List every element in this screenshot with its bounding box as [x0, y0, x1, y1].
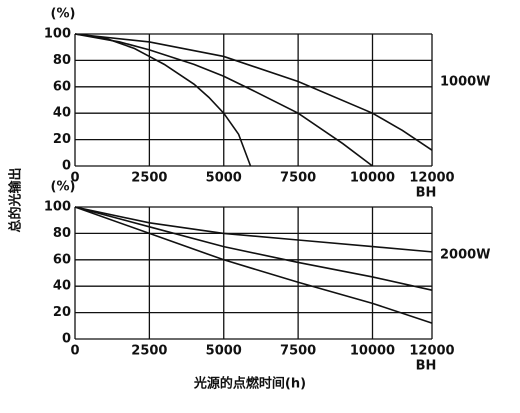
y-tick-label: 40: [53, 106, 71, 121]
y-tick-label: 0: [62, 159, 71, 174]
annotation: 1000W: [440, 75, 491, 90]
y-tick-label: 20: [53, 305, 71, 320]
x-tick-label: 7500: [280, 344, 316, 359]
y-tick-label: 80: [53, 226, 71, 241]
y-unit: (%): [51, 7, 76, 22]
x-tick-label: 10000: [350, 171, 395, 186]
x-tick-label: 7500: [280, 171, 316, 186]
line: [74, 206, 433, 324]
x-tick-label: 2500: [131, 344, 167, 359]
line: [74, 206, 433, 291]
y-axis-label: 总的光输出: [8, 167, 24, 232]
x-tick-label: 12000: [409, 344, 454, 359]
y-tick-label: 80: [53, 53, 71, 68]
x-tick-label: 5000: [206, 171, 242, 186]
y-tick-label: 60: [53, 79, 71, 94]
y-tick-label: 100: [44, 27, 71, 42]
x-tick-label: 10000: [350, 344, 395, 359]
y-tick-label: 40: [53, 279, 71, 294]
line: [74, 33, 252, 167]
x-axis-label: 光源的点燃时间(h): [193, 376, 306, 392]
x-tick-label: 12000: [409, 171, 454, 186]
x-tick-label: 2500: [131, 171, 167, 186]
x-tick-label: 0: [70, 344, 79, 359]
x-unit: BH: [416, 186, 437, 201]
line: [74, 206, 433, 253]
y-tick-label: 20: [53, 132, 71, 147]
y-tick-label: 100: [44, 200, 71, 215]
line: [74, 33, 433, 151]
x-unit: BH: [416, 359, 437, 374]
annotation: 2000W: [440, 248, 491, 263]
y-tick-label: 60: [53, 252, 71, 267]
line: [74, 33, 373, 167]
x-tick-label: 0: [70, 171, 79, 186]
y-tick-label: 0: [62, 332, 71, 347]
y-unit: (%): [51, 180, 76, 195]
x-tick-label: 5000: [206, 344, 242, 359]
